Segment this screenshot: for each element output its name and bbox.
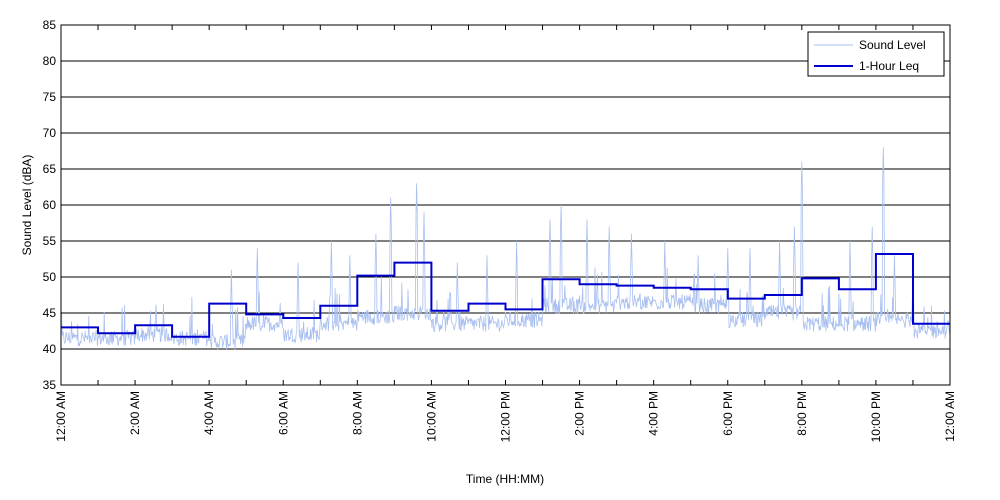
x-tick-label: 4:00 AM [202,391,216,435]
x-tick-label: 10:00 PM [869,391,883,442]
legend: Sound Level 1-Hour Leq [807,31,945,77]
y-tick-label: 80 [43,54,57,68]
x-tick-label: 2:00 PM [573,391,587,436]
x-tick-label: 10:00 AM [424,391,438,442]
sound-level-series [60,147,951,350]
y-tick-label: 70 [43,126,57,140]
y-tick-label: 60 [43,198,57,212]
y-tick-label: 85 [43,18,57,32]
x-tick-label: 4:00 PM [647,391,661,436]
x-tick-label: 8:00 PM [795,391,809,436]
sound-level-line [60,147,951,350]
leq-step-line [61,253,950,338]
legend-label-sound-level: Sound Level [859,38,926,52]
x-tick-label: 12:00 AM [54,391,68,442]
x-axis: 12:00 AM 2:00 AM 4:00 AM 6:00 AM 8:00 AM 10:0… [54,25,957,442]
y-tick-label: 55 [43,234,57,248]
x-tick-label: 8:00 AM [350,391,364,435]
y-axis: 35 40 45 50 55 60 65 70 75 80 85 [43,18,66,392]
y-tick-label: 40 [43,342,57,356]
x-tick-label: 12:00 AM [943,391,957,442]
x-tick-label: 12:00 PM [499,391,513,442]
x-tick-label: 2:00 AM [128,391,142,435]
y-tick-label: 50 [43,270,57,284]
x-axis-label: Time (HH:MM) [466,472,544,486]
y-tick-label: 75 [43,90,57,104]
y-tick-label: 65 [43,162,57,176]
leq-series [61,253,950,338]
x-tick-label: 6:00 AM [276,391,290,435]
y-tick-label: 45 [43,306,57,320]
y-axis-label: Sound Level (dBA) [20,155,34,256]
x-tick-label: 6:00 PM [721,391,735,436]
legend-box [807,31,945,77]
y-tick-label: 35 [43,378,57,392]
legend-label-leq: 1-Hour Leq [859,59,919,73]
